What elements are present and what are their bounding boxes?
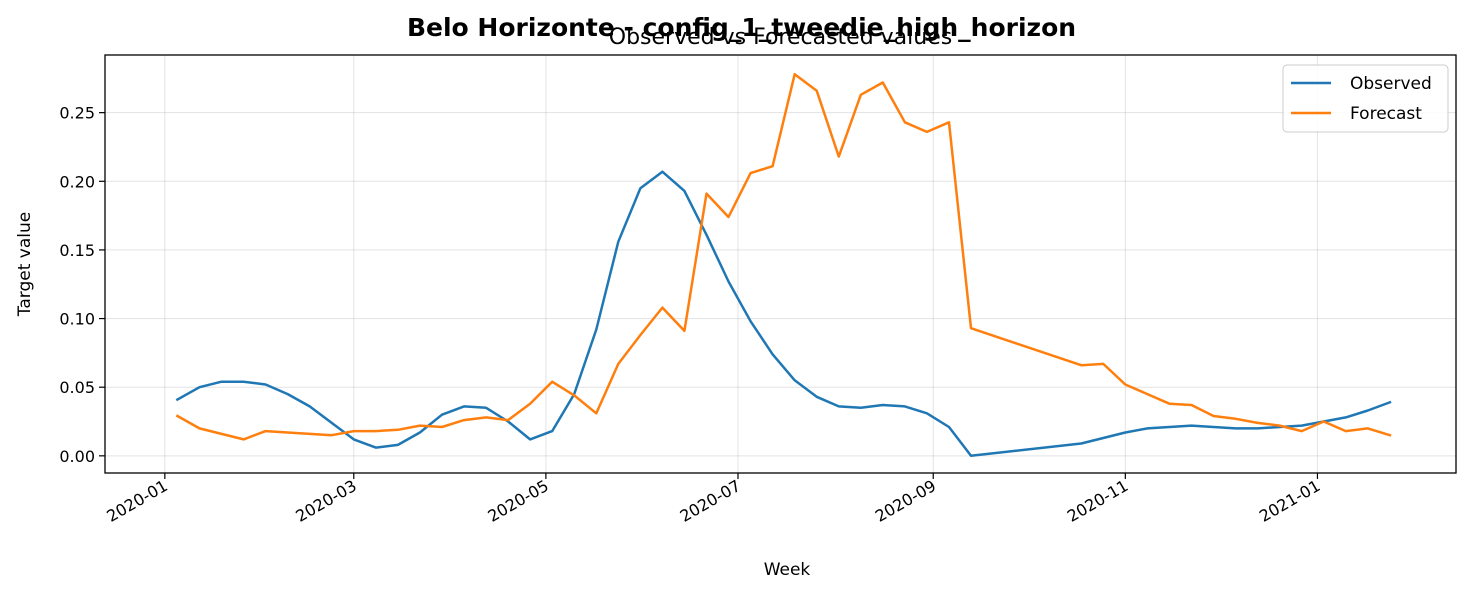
y-tick-label: 0.00 xyxy=(59,447,95,466)
chart-suptitle: Belo Horizonte - config_1_tweedie_high_h… xyxy=(407,13,1076,42)
series-lines xyxy=(175,72,1392,458)
y-tick-label: 0.15 xyxy=(59,241,95,260)
plot-frame xyxy=(104,54,1457,474)
chart-title: Observed vs Forecasted values xyxy=(609,25,952,50)
legend: Observed Forecast xyxy=(1282,64,1449,133)
legend-forecast-label: Forecast xyxy=(1350,104,1422,124)
y-axis: 0.00 0.05 0.10 0.15 0.20 0.25 xyxy=(59,104,105,466)
series-line-forecast xyxy=(175,72,1392,441)
y-tick-label: 0.25 xyxy=(59,104,95,123)
y-tick-label: 0.20 xyxy=(59,172,95,191)
y-tick-label: 0.10 xyxy=(59,310,95,329)
series-line-observed xyxy=(175,170,1392,458)
x-axis-label: Week xyxy=(764,560,811,580)
legend-observed-label: Observed xyxy=(1350,74,1432,94)
grid xyxy=(105,55,1456,473)
y-axis-label: Target value xyxy=(15,212,35,317)
y-tick-label: 0.05 xyxy=(59,378,95,397)
